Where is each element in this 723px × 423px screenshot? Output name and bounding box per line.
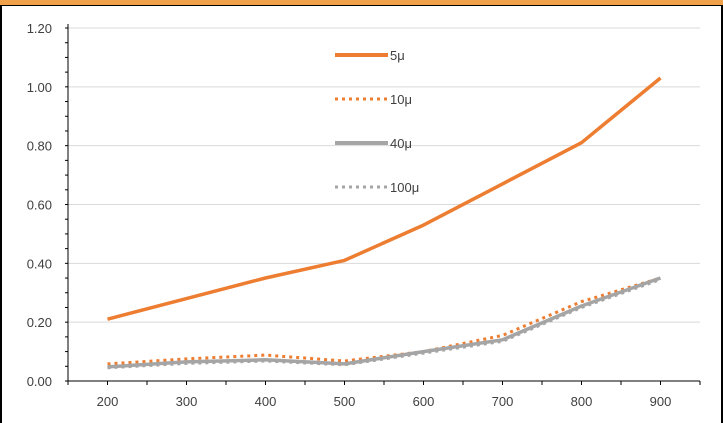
x-tick-label: 300: [176, 394, 198, 409]
legend-label: 10μ: [390, 92, 412, 107]
legend-label: 40μ: [390, 136, 412, 151]
x-tick-label: 900: [650, 394, 672, 409]
x-tick-label: 800: [571, 394, 593, 409]
legend-label: 100μ: [390, 180, 419, 195]
y-tick-label: 0.60: [27, 198, 52, 213]
chart-area: [0, 5, 723, 423]
y-tick-label: 1.00: [27, 80, 52, 95]
x-tick-label: 200: [97, 394, 119, 409]
series-lines: [107, 76, 662, 370]
y-tick-label: 0.20: [27, 315, 52, 330]
x-tick-label: 700: [492, 394, 514, 409]
series-line-1: [107, 76, 662, 321]
x-tick-label: 400: [255, 394, 277, 409]
x-tick-label: 600: [413, 394, 435, 409]
legend-label: 5μ: [390, 48, 405, 63]
y-tick-label: 0.40: [27, 256, 52, 271]
gridlines: [68, 27, 700, 323]
series-line-2: [107, 276, 661, 366]
y-tick-label: 0.00: [27, 374, 52, 389]
x-tick-label: 500: [334, 394, 356, 409]
y-tick-label: 1.20: [27, 21, 52, 36]
y-tick-label: 0.80: [27, 139, 52, 154]
axes: 0.00 0.20 0.40 0.60 0.80 1.00 1.20 200 300 400 500…: [27, 21, 701, 409]
title-bar-strip: [0, 0, 723, 6]
series-line-4: [107, 278, 662, 370]
legend: 5μ 10μ 40μ 100μ: [335, 48, 419, 195]
